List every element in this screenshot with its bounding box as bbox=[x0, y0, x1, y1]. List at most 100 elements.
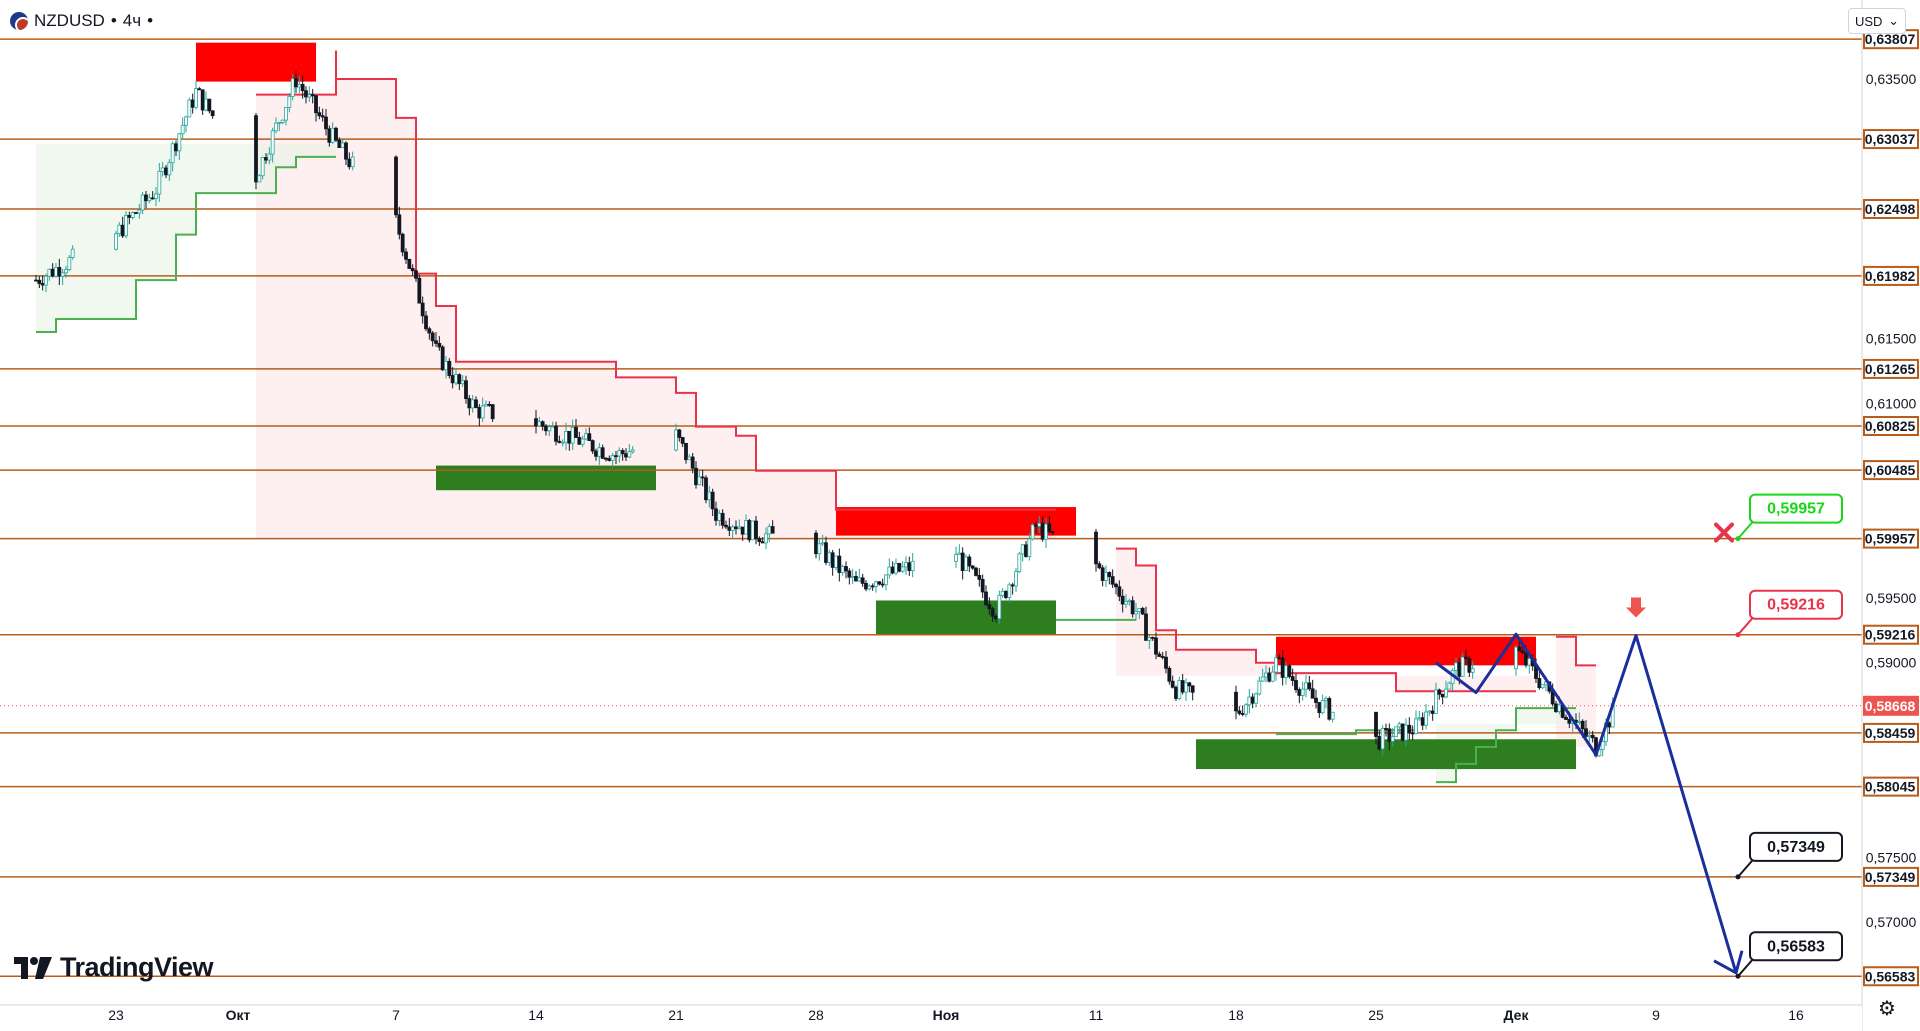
candle-body bbox=[817, 543, 822, 555]
candle-body bbox=[1240, 713, 1245, 715]
candle-body bbox=[954, 554, 958, 562]
candle-body bbox=[1024, 544, 1028, 557]
candle-body bbox=[1460, 656, 1465, 677]
candle-body bbox=[297, 84, 302, 88]
candle-body bbox=[554, 425, 558, 442]
candle-body bbox=[710, 491, 715, 510]
candle-body bbox=[1094, 531, 1098, 565]
candle-body bbox=[1397, 723, 1402, 728]
green-trail-line bbox=[36, 155, 336, 333]
tradingview-logo[interactable]: TradingView bbox=[14, 952, 214, 983]
candle-body bbox=[50, 268, 55, 277]
candle-body bbox=[1564, 716, 1568, 720]
candle-body bbox=[867, 585, 872, 590]
level-price-label: 0,62498 bbox=[1865, 201, 1916, 217]
candle-body bbox=[1237, 710, 1242, 714]
candle-body bbox=[890, 566, 895, 574]
candle-body bbox=[267, 153, 272, 161]
candle-body bbox=[594, 450, 598, 457]
candle-body bbox=[624, 453, 628, 458]
candle-body bbox=[140, 194, 145, 211]
candle-body bbox=[587, 433, 592, 442]
candle-body bbox=[470, 399, 475, 409]
time-tick-label: 11 bbox=[1089, 1007, 1104, 1023]
level-price-badge-inner bbox=[1865, 868, 1917, 885]
callout-leader bbox=[1737, 860, 1753, 878]
candle-body bbox=[447, 360, 452, 376]
candle-body bbox=[1300, 688, 1305, 696]
candle-body bbox=[974, 567, 978, 576]
level-price-label: 0,59216 bbox=[1865, 627, 1916, 643]
candle-body bbox=[1044, 523, 1048, 540]
candle-body bbox=[630, 449, 635, 453]
candle-body bbox=[1157, 653, 1162, 657]
candle-body bbox=[1320, 699, 1325, 714]
candle-body bbox=[350, 156, 355, 168]
callout-box bbox=[1749, 831, 1843, 862]
candle-body bbox=[854, 576, 858, 582]
callout-leader bbox=[1737, 618, 1753, 636]
candle-body bbox=[324, 116, 328, 130]
symbol-header[interactable]: NZDUSD • 4ч • bbox=[10, 8, 153, 34]
candle-body bbox=[767, 526, 772, 535]
candle-body bbox=[37, 279, 42, 284]
candle-body bbox=[727, 526, 732, 531]
candle-body bbox=[1154, 637, 1158, 655]
price-tick-label: 0,61500 bbox=[1866, 330, 1917, 346]
candle-body bbox=[770, 526, 775, 534]
candle-body bbox=[1140, 607, 1145, 615]
candle-body bbox=[437, 342, 442, 348]
callout-anchor bbox=[1735, 632, 1741, 638]
candle-body bbox=[1160, 656, 1165, 658]
candle-body bbox=[997, 595, 1002, 620]
header-dot: • bbox=[147, 11, 154, 30]
red-trail-fill bbox=[1116, 548, 1536, 692]
candle-body bbox=[740, 526, 745, 535]
candle-body bbox=[1037, 522, 1042, 527]
forecast-path bbox=[1435, 522, 1744, 975]
symbol-name[interactable]: NZDUSD bbox=[34, 11, 105, 30]
candle-body bbox=[1234, 691, 1238, 712]
price-tick-label: 0,63500 bbox=[1866, 71, 1917, 87]
candle-body bbox=[584, 433, 588, 440]
candle-body bbox=[904, 562, 908, 568]
candle-body bbox=[707, 491, 712, 501]
candle-body bbox=[397, 214, 402, 235]
candle-body bbox=[564, 430, 568, 443]
time-tick-label: Окт bbox=[226, 1007, 251, 1023]
candle-body bbox=[570, 426, 575, 444]
candle-body bbox=[1294, 680, 1298, 691]
nzd-usd-flag-icon bbox=[10, 12, 28, 30]
candle-body bbox=[837, 555, 842, 573]
arrow-head-icon bbox=[1713, 950, 1744, 975]
candle-body bbox=[1027, 538, 1032, 557]
candle-body bbox=[284, 106, 288, 121]
candle-body bbox=[1467, 658, 1472, 673]
candle-body bbox=[994, 615, 998, 620]
currency-button[interactable]: USD ⌄ bbox=[1848, 8, 1906, 34]
candle-body bbox=[207, 98, 212, 112]
candle-body bbox=[454, 374, 458, 384]
candle-body bbox=[200, 89, 205, 111]
gear-icon[interactable]: ⚙ bbox=[1878, 998, 1896, 1020]
candle-body bbox=[1420, 717, 1425, 726]
candle-body bbox=[1430, 710, 1435, 714]
candle-body bbox=[300, 84, 305, 92]
candle-body bbox=[400, 233, 405, 253]
candle-body bbox=[194, 88, 198, 108]
time-axis-bg bbox=[0, 1005, 1862, 1031]
time-tick-label: 28 bbox=[808, 1007, 824, 1023]
level-price-label: 0,61265 bbox=[1865, 361, 1916, 377]
candle-body bbox=[1444, 688, 1448, 698]
callouts: 0,59957 0,59216 0,57349 0,56583 bbox=[1735, 493, 1843, 979]
level-price-label: 0,63807 bbox=[1865, 31, 1916, 47]
candle-body bbox=[1034, 524, 1038, 527]
candle-body bbox=[620, 450, 625, 455]
candle-body bbox=[1424, 711, 1428, 726]
candle-body bbox=[684, 442, 688, 461]
interval-label[interactable]: 4ч bbox=[122, 11, 142, 30]
candle-body bbox=[57, 267, 62, 277]
red-trail-line bbox=[1556, 635, 1596, 667]
candle-body bbox=[174, 143, 178, 152]
